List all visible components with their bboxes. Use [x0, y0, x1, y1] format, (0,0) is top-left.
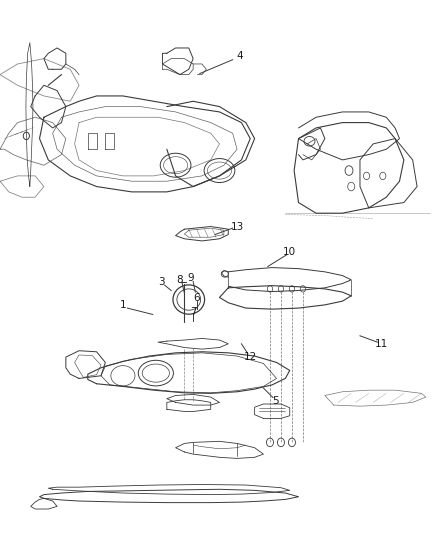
Text: 3: 3 [158, 278, 165, 287]
Text: 1: 1 [119, 300, 126, 310]
Text: 10: 10 [283, 247, 296, 256]
Text: 5: 5 [272, 396, 279, 406]
Text: 11: 11 [374, 339, 387, 349]
Text: 6: 6 [193, 294, 200, 303]
Text: 4: 4 [235, 51, 242, 61]
Text: 8: 8 [175, 275, 182, 285]
Text: 13: 13 [230, 222, 243, 231]
Text: 9: 9 [187, 273, 194, 283]
Text: 7: 7 [189, 307, 196, 317]
Text: 12: 12 [243, 352, 256, 362]
